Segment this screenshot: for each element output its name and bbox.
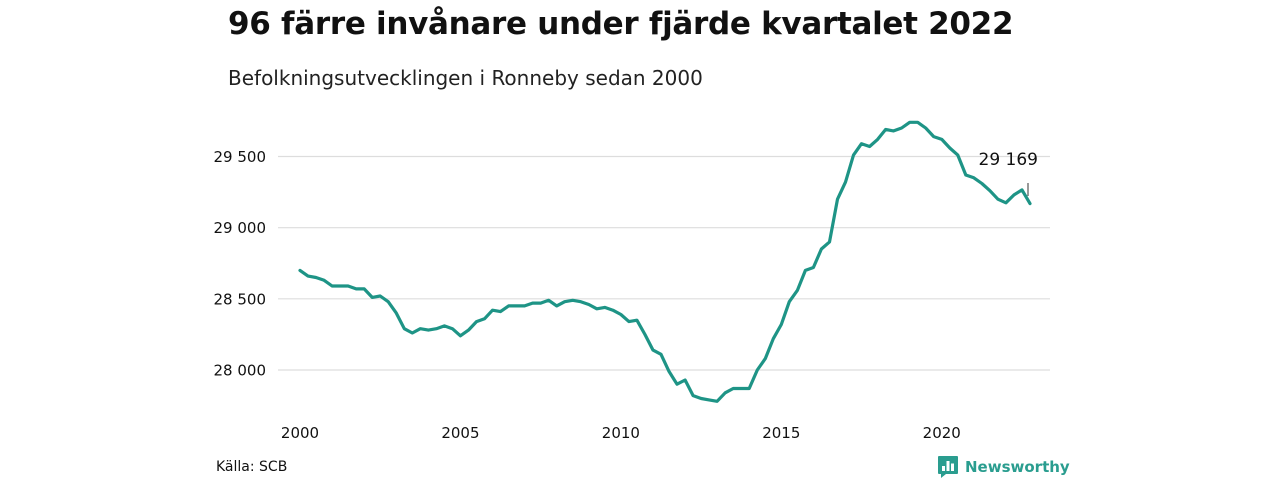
x-tick-label: 2005 [441, 424, 479, 442]
y-tick-label: 28 500 [214, 290, 267, 308]
series-line [298, 120, 1032, 403]
x-tick-label: 2020 [923, 424, 961, 442]
x-axis-ticks: 2000 2005 2010 2015 2020 [281, 424, 961, 442]
chart-subtitle: Befolkningsutvecklingen i Ronneby sedan … [228, 66, 703, 90]
brand-logo[interactable]: Newsworthy [937, 455, 1070, 479]
x-tick-label: 2000 [281, 424, 319, 442]
x-tick-label: 2015 [762, 424, 800, 442]
newsworthy-logo-icon [938, 456, 958, 478]
grid-lines [278, 155, 1050, 371]
source-label: Källa: SCB [216, 459, 288, 475]
end-annotation: 29 169 [979, 150, 1038, 196]
y-axis-ticks: 28 000 28 500 29 000 29 500 [214, 148, 267, 380]
series-layer [298, 120, 1032, 403]
y-tick-label: 29 000 [214, 219, 267, 237]
x-tick-label: 2010 [602, 424, 640, 442]
y-tick-label: 29 500 [214, 148, 267, 166]
brand-name: Newsworthy [965, 458, 1070, 476]
y-tick-label: 28 000 [214, 362, 267, 380]
end-value-label: 29 169 [979, 150, 1038, 170]
chart-title: 96 färre invånare under fjärde kvartalet… [228, 6, 1014, 42]
